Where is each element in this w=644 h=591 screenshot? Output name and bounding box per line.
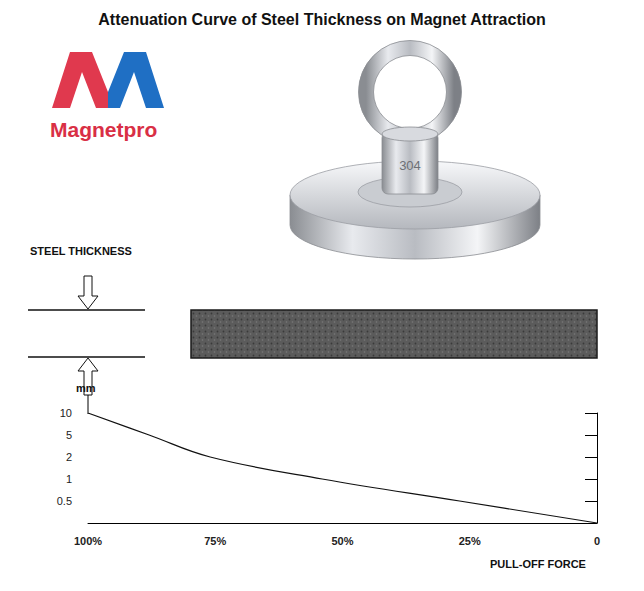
svg-text:304: 304 xyxy=(399,158,421,173)
svg-text:2: 2 xyxy=(66,451,72,463)
svg-text:mm: mm xyxy=(76,382,96,394)
svg-text:75%: 75% xyxy=(204,535,226,547)
svg-text:5: 5 xyxy=(66,429,72,441)
svg-text:PULL-OFF FORCE: PULL-OFF FORCE xyxy=(490,558,586,570)
svg-text:0.5: 0.5 xyxy=(57,495,72,507)
svg-text:50%: 50% xyxy=(331,535,353,547)
svg-text:Magnetpro: Magnetpro xyxy=(50,118,157,141)
svg-text:100%: 100% xyxy=(74,535,102,547)
svg-text:25%: 25% xyxy=(459,535,481,547)
svg-text:0: 0 xyxy=(594,535,600,547)
svg-text:1: 1 xyxy=(66,473,72,485)
svg-text:10: 10 xyxy=(60,407,72,419)
svg-text:STEEL THICKNESS: STEEL THICKNESS xyxy=(30,245,132,257)
svg-text:Attenuation Curve of Steel Thi: Attenuation Curve of Steel Thickness on … xyxy=(98,11,545,28)
